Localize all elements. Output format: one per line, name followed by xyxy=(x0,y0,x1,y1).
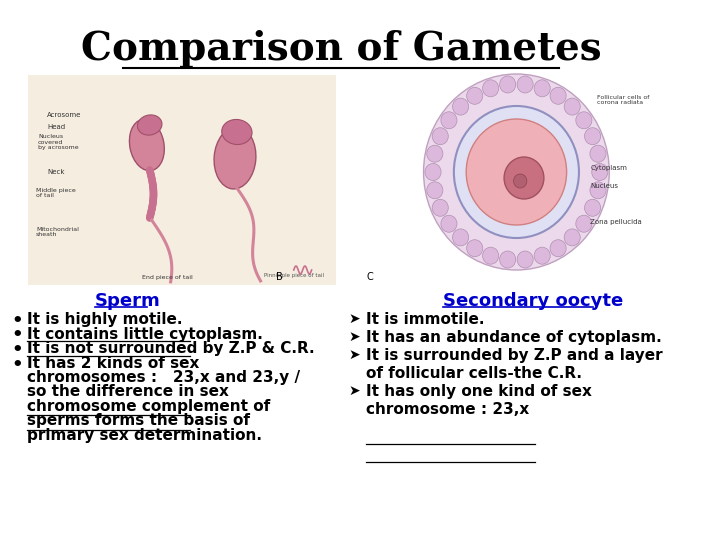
Circle shape xyxy=(585,127,600,145)
Text: chromosomes :   23,x and 23,y /: chromosomes : 23,x and 23,y / xyxy=(27,370,300,385)
Text: It is immotile.: It is immotile. xyxy=(366,312,485,327)
Circle shape xyxy=(517,76,534,93)
Text: It has 2 kinds of sex: It has 2 kinds of sex xyxy=(27,355,199,370)
Circle shape xyxy=(592,164,608,180)
Text: so the difference in sex: so the difference in sex xyxy=(27,384,228,400)
Text: chromosome : 23,x: chromosome : 23,x xyxy=(366,402,529,417)
Text: Middle piece
of tail: Middle piece of tail xyxy=(36,187,76,198)
Text: B: B xyxy=(276,272,283,282)
Circle shape xyxy=(467,240,483,256)
Text: Acrosome: Acrosome xyxy=(48,112,82,118)
Circle shape xyxy=(482,247,499,264)
Ellipse shape xyxy=(214,127,256,189)
Circle shape xyxy=(441,215,457,232)
Text: C: C xyxy=(366,272,373,282)
Text: ➤: ➤ xyxy=(348,348,360,362)
Text: Sperm: Sperm xyxy=(95,292,161,310)
Text: Neck: Neck xyxy=(48,169,65,175)
Text: chromosome complement of: chromosome complement of xyxy=(27,399,270,414)
Text: sperms forms the basis of: sperms forms the basis of xyxy=(27,414,250,429)
Text: primary sex determination.: primary sex determination. xyxy=(27,428,261,443)
Text: It is highly motile.: It is highly motile. xyxy=(27,312,182,327)
Circle shape xyxy=(466,119,567,225)
Text: of follicular cells-the C.R.: of follicular cells-the C.R. xyxy=(366,366,582,381)
Circle shape xyxy=(504,157,544,199)
Circle shape xyxy=(576,215,592,232)
Circle shape xyxy=(576,112,592,129)
Circle shape xyxy=(453,229,469,246)
Circle shape xyxy=(590,182,606,199)
Circle shape xyxy=(590,145,606,162)
Text: It contains little cytoplasm.: It contains little cytoplasm. xyxy=(27,327,262,341)
Circle shape xyxy=(564,98,580,115)
Ellipse shape xyxy=(222,119,252,145)
Text: ➤: ➤ xyxy=(348,312,360,326)
Text: Nucleus: Nucleus xyxy=(590,183,618,189)
Text: It is surrounded by Z.P and a layer: It is surrounded by Z.P and a layer xyxy=(366,348,662,363)
Text: Cytoplasm: Cytoplasm xyxy=(590,165,627,171)
Text: End piece of tail: End piece of tail xyxy=(142,274,193,280)
Circle shape xyxy=(432,127,449,145)
Circle shape xyxy=(432,199,449,217)
Circle shape xyxy=(482,80,499,97)
Ellipse shape xyxy=(138,115,162,135)
Circle shape xyxy=(441,112,457,129)
Circle shape xyxy=(454,106,579,238)
Text: Comparison of Gametes: Comparison of Gametes xyxy=(81,30,601,68)
Text: Follicular cells of
corona radiata: Follicular cells of corona radiata xyxy=(597,94,649,105)
Circle shape xyxy=(550,87,566,104)
Circle shape xyxy=(534,80,550,97)
Text: Mitochondrial
sheath: Mitochondrial sheath xyxy=(36,227,79,238)
FancyBboxPatch shape xyxy=(28,75,336,285)
Text: It has only one kind of sex: It has only one kind of sex xyxy=(366,384,592,399)
Circle shape xyxy=(453,98,469,115)
Text: •: • xyxy=(12,327,23,345)
Text: •: • xyxy=(12,341,23,359)
Circle shape xyxy=(564,229,580,246)
Circle shape xyxy=(467,87,483,104)
Text: It has an abundance of cytoplasm.: It has an abundance of cytoplasm. xyxy=(366,330,662,345)
Text: •: • xyxy=(12,355,23,374)
Text: Head: Head xyxy=(48,124,66,130)
Circle shape xyxy=(585,199,600,217)
Circle shape xyxy=(517,251,534,268)
Text: •: • xyxy=(12,312,23,330)
Circle shape xyxy=(550,240,566,256)
Circle shape xyxy=(427,145,443,162)
Text: ➤: ➤ xyxy=(348,384,360,398)
Text: Pinniciple piece of tail: Pinniciple piece of tail xyxy=(264,273,324,278)
Text: ➤: ➤ xyxy=(348,330,360,344)
Ellipse shape xyxy=(130,119,164,171)
Text: Nucleus
covered
by acrosome: Nucleus covered by acrosome xyxy=(38,134,78,150)
Circle shape xyxy=(513,174,527,188)
Circle shape xyxy=(500,251,516,268)
Text: Secondary oocyte: Secondary oocyte xyxy=(444,292,624,310)
Circle shape xyxy=(500,76,516,93)
Circle shape xyxy=(425,164,441,180)
Text: Zona pellucida: Zona pellucida xyxy=(590,219,642,225)
Text: It is not surrounded by Z.P & C.R.: It is not surrounded by Z.P & C.R. xyxy=(27,341,314,356)
Circle shape xyxy=(423,74,609,270)
Circle shape xyxy=(534,247,550,264)
Circle shape xyxy=(427,182,443,199)
